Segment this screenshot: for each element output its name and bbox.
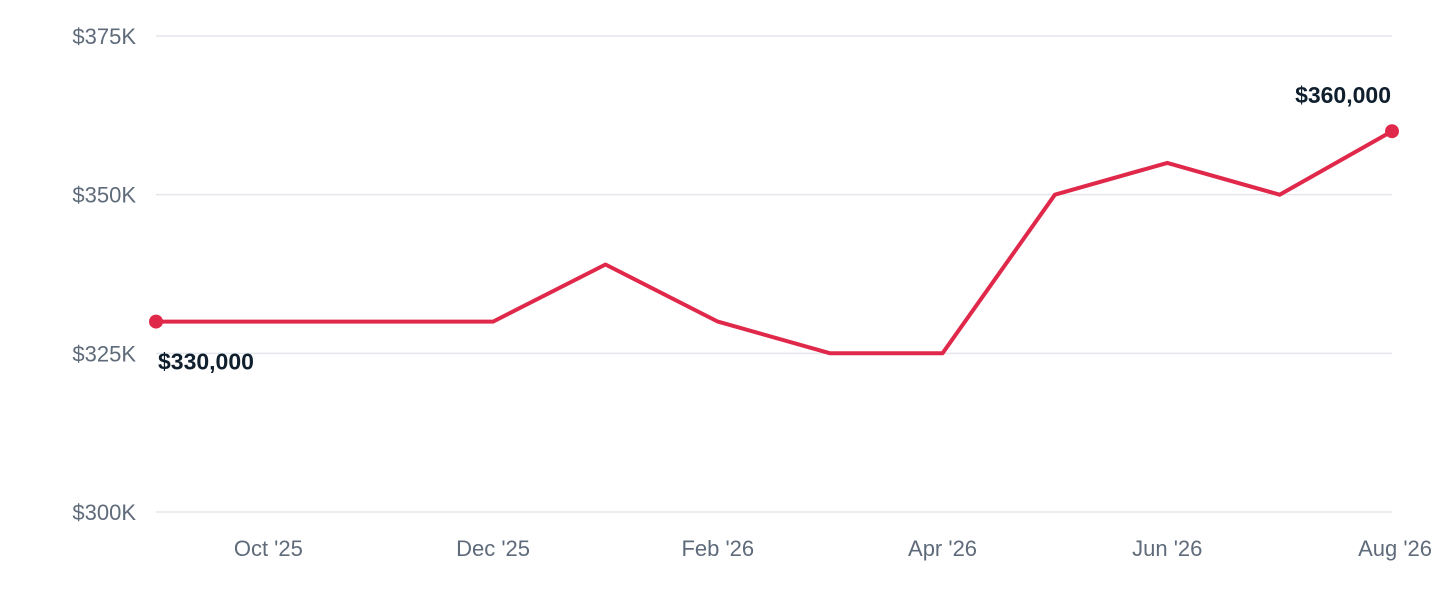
y-axis-tick-labels: $300K $325K $350K $375K (72, 24, 136, 525)
grid-layer (156, 35, 1392, 513)
x-tick-label: Apr '26 (908, 536, 977, 561)
x-tick-label: Feb '26 (681, 536, 754, 561)
annotation-layer: $330,000 $360,000 (149, 82, 1399, 375)
x-axis-tick-labels: Oct '25 Dec '25 Feb '26 Apr '26 Jun '26 Aug '… (234, 536, 1432, 561)
data-point-marker (149, 314, 163, 329)
data-point-marker (1385, 124, 1399, 139)
series-layer (154, 129, 1394, 356)
series-line (154, 129, 1394, 356)
data-label: $360,000 (1295, 82, 1391, 108)
x-tick-label: Aug '26 (1358, 536, 1432, 561)
y-tick-label: $325K (72, 341, 136, 366)
data-label: $330,000 (158, 349, 254, 375)
x-tick-label: Jun '26 (1132, 536, 1202, 561)
x-tick-label: Oct '25 (234, 536, 303, 561)
x-tick-label: Dec '25 (456, 536, 530, 561)
y-tick-label: $300K (72, 500, 136, 525)
y-tick-label: $375K (72, 24, 136, 49)
y-tick-label: $350K (72, 183, 136, 208)
